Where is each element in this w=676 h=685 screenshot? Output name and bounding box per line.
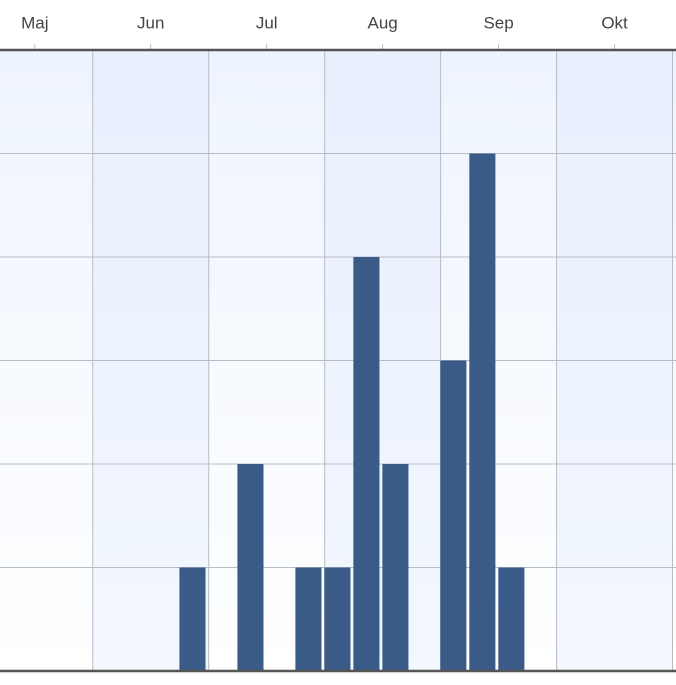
x-tick-label: Okt [601, 13, 628, 32]
bar [469, 153, 496, 671]
bar [353, 257, 380, 671]
x-tick-label: Aug [368, 13, 398, 32]
bar [179, 567, 206, 671]
x-tick-label: Sep [483, 13, 513, 32]
x-tick-label: Jul [256, 13, 278, 32]
bar [324, 567, 351, 671]
x-tick-label: Maj [21, 13, 48, 32]
bar [382, 464, 409, 671]
bar [440, 360, 467, 671]
bar [295, 567, 322, 671]
x-tick-label: Jun [137, 13, 164, 32]
bar [237, 464, 264, 671]
bar [498, 567, 525, 671]
